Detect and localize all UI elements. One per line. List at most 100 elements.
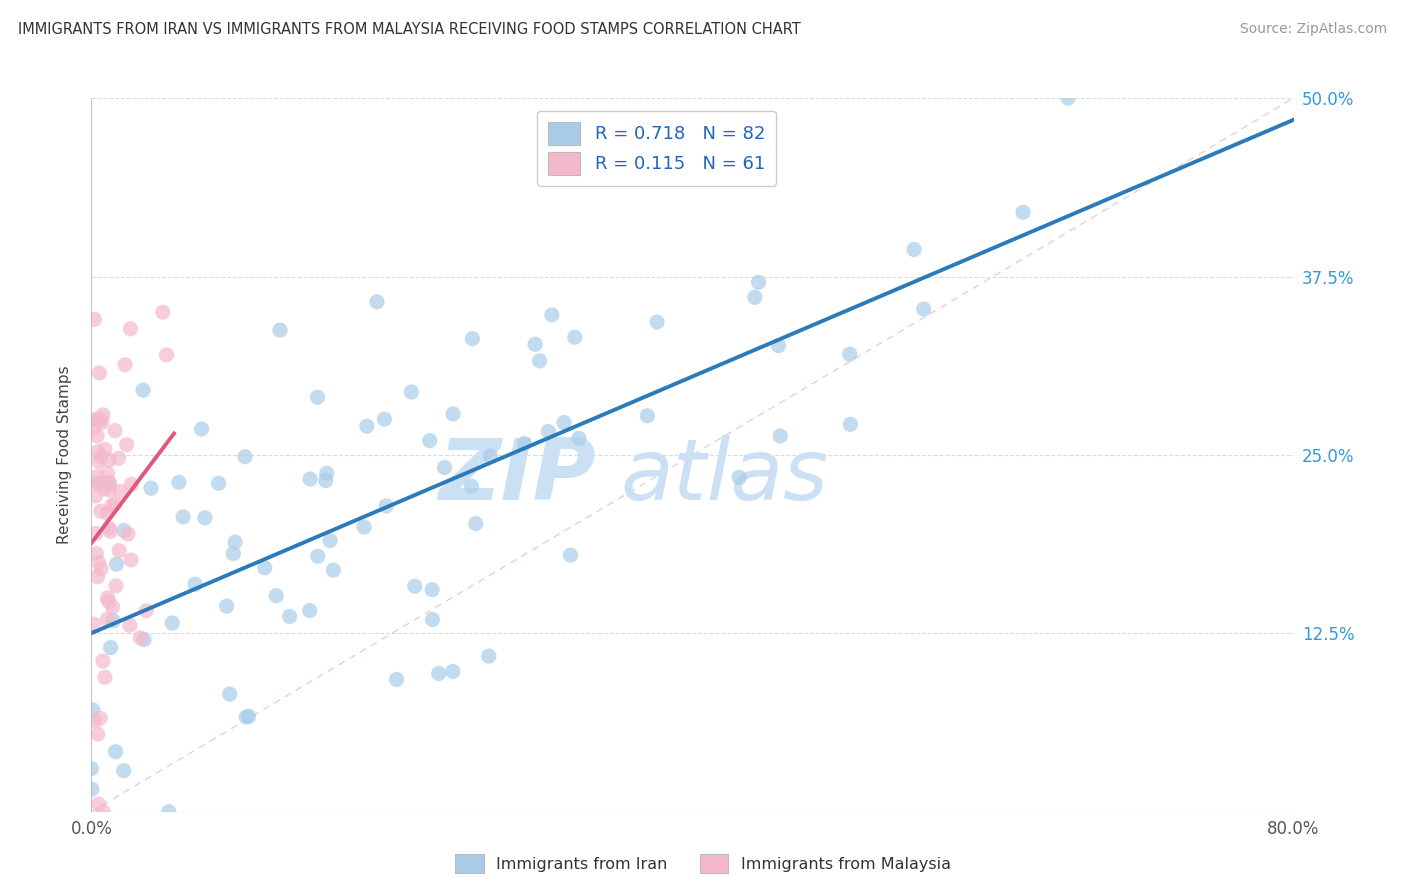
Y-axis label: Receiving Food Stamps: Receiving Food Stamps	[58, 366, 72, 544]
Text: ZIP: ZIP	[439, 434, 596, 518]
Point	[513, 436, 536, 450]
Point	[478, 649, 501, 664]
Point	[100, 640, 122, 655]
Point	[224, 535, 246, 549]
Point	[238, 709, 260, 723]
Point	[87, 444, 110, 458]
Point	[98, 483, 121, 498]
Point	[422, 613, 444, 627]
Point	[460, 479, 482, 493]
Point	[541, 308, 564, 322]
Point	[553, 416, 575, 430]
Point	[194, 511, 217, 525]
Point	[568, 431, 591, 445]
Point	[375, 499, 398, 513]
Point	[91, 408, 114, 422]
Point	[83, 714, 105, 728]
Point	[353, 520, 375, 534]
Point	[87, 797, 110, 811]
Point	[427, 666, 450, 681]
Point	[83, 617, 105, 632]
Point	[1012, 205, 1035, 219]
Point	[97, 467, 120, 481]
Point	[222, 547, 245, 561]
Point	[90, 562, 112, 576]
Point	[419, 434, 441, 448]
Point	[86, 546, 108, 560]
Point	[120, 477, 142, 491]
Point	[564, 330, 586, 344]
Point	[160, 615, 183, 630]
Point	[728, 470, 751, 484]
Point	[93, 482, 115, 496]
Point	[464, 516, 486, 531]
Point	[108, 484, 131, 499]
Point	[89, 366, 111, 380]
Point	[135, 604, 157, 618]
Point	[91, 805, 114, 819]
Point	[89, 711, 111, 725]
Point	[84, 489, 107, 503]
Point	[366, 294, 388, 309]
Point	[152, 305, 174, 319]
Point	[157, 805, 180, 819]
Point	[98, 475, 121, 490]
Point	[105, 579, 128, 593]
Point	[91, 654, 114, 668]
Point	[101, 499, 124, 513]
Point	[319, 533, 342, 548]
Point	[129, 631, 152, 645]
Point	[112, 764, 135, 778]
Point	[89, 412, 111, 426]
Point	[83, 312, 105, 326]
Point	[90, 416, 112, 430]
Point	[298, 472, 321, 486]
Point	[98, 521, 121, 535]
Point	[98, 475, 121, 490]
Point	[103, 497, 125, 511]
Point	[100, 524, 122, 539]
Point	[264, 589, 287, 603]
Point	[744, 290, 766, 304]
Point	[1057, 91, 1080, 105]
Point	[80, 762, 103, 776]
Point	[82, 421, 104, 435]
Point	[903, 243, 925, 257]
Point	[269, 323, 291, 337]
Point	[104, 424, 127, 438]
Point	[401, 385, 423, 400]
Point	[120, 553, 142, 567]
Point	[190, 422, 212, 436]
Point	[98, 453, 121, 467]
Point	[420, 582, 443, 597]
Point	[103, 614, 125, 628]
Point	[235, 710, 257, 724]
Point	[315, 474, 337, 488]
Text: Source: ZipAtlas.com: Source: ZipAtlas.com	[1240, 22, 1388, 37]
Point	[132, 632, 155, 647]
Point	[117, 527, 139, 541]
Point	[356, 419, 378, 434]
Point	[218, 687, 240, 701]
Point	[636, 409, 658, 423]
Point	[97, 591, 120, 605]
Point	[86, 476, 108, 491]
Point	[208, 476, 231, 491]
Point	[80, 782, 103, 797]
Point	[373, 412, 395, 426]
Point	[139, 481, 162, 495]
Point	[114, 358, 136, 372]
Point	[86, 570, 108, 584]
Point	[120, 322, 142, 336]
Point	[87, 454, 110, 468]
Point	[838, 347, 860, 361]
Point	[461, 332, 484, 346]
Point	[167, 475, 190, 490]
Point	[82, 703, 104, 717]
Point	[84, 526, 107, 541]
Point	[86, 429, 108, 443]
Point	[307, 549, 329, 564]
Point	[441, 665, 464, 679]
Point	[87, 476, 110, 491]
Point	[115, 438, 138, 452]
